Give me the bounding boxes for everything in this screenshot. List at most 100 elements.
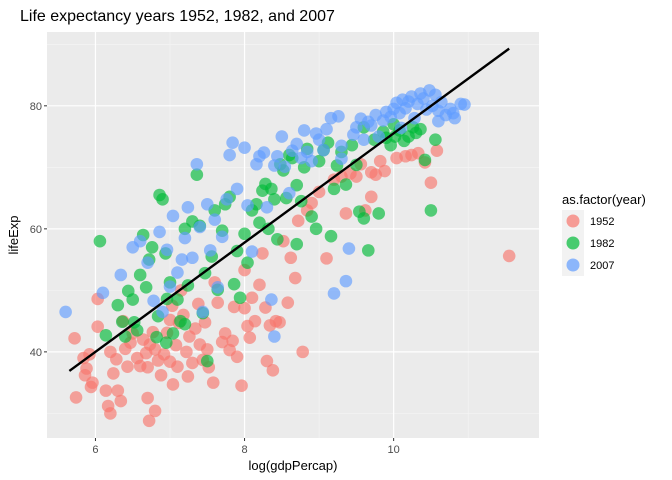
- point-1952: [253, 278, 266, 292]
- point-1952: [91, 320, 104, 333]
- point-2007: [147, 294, 160, 308]
- point-2007: [230, 182, 244, 196]
- legend-item-1982: 1982: [562, 232, 614, 254]
- x-axis-title: log(gdpPercap): [249, 458, 338, 473]
- legend-item-1952: 1952: [562, 210, 614, 232]
- point-1952: [273, 316, 286, 329]
- point-2007: [175, 253, 189, 266]
- point-1952: [305, 196, 318, 210]
- point-2007: [312, 133, 326, 146]
- point-1982: [290, 237, 304, 251]
- point-2007: [317, 143, 330, 157]
- point-2007: [200, 197, 214, 211]
- point-1982: [327, 182, 341, 196]
- point-1952: [211, 296, 225, 309]
- point-2007: [268, 159, 281, 172]
- point-1982: [290, 178, 304, 192]
- point-2007: [163, 280, 177, 293]
- point-1952: [141, 391, 154, 405]
- point-1982: [305, 210, 318, 223]
- point-2007: [226, 136, 239, 150]
- point-1982: [166, 327, 180, 340]
- point-1982: [424, 204, 438, 217]
- point-1952: [378, 164, 391, 178]
- point-1952: [99, 384, 113, 397]
- point-2007: [190, 157, 204, 171]
- point-2007: [193, 220, 207, 234]
- point-1952: [142, 414, 156, 428]
- y-tick-label: 40: [30, 347, 42, 359]
- point-2007: [160, 243, 174, 257]
- point-2007: [203, 244, 217, 257]
- point-2007: [282, 186, 296, 200]
- point-1982: [345, 138, 359, 152]
- point-2007: [260, 201, 274, 214]
- point-1952: [227, 300, 241, 314]
- point-1952: [364, 190, 378, 204]
- point-1952: [296, 345, 309, 359]
- point-1982: [265, 182, 278, 196]
- point-1952: [148, 404, 162, 418]
- point-2007: [458, 98, 471, 111]
- legend-title: as.factor(year): [562, 192, 646, 207]
- point-2007: [156, 305, 169, 319]
- trend-line: [68, 47, 510, 372]
- point-2007: [335, 152, 348, 166]
- point-2007: [364, 119, 378, 132]
- legend: as.factor(year) 1952 1982 2007: [562, 192, 646, 276]
- legend-key-1982: [566, 236, 580, 250]
- point-1952: [68, 332, 81, 345]
- point-1952: [104, 407, 117, 420]
- point-1952: [284, 251, 298, 265]
- point-1952: [181, 370, 195, 383]
- point-2007: [153, 225, 166, 239]
- point-2007: [357, 133, 371, 146]
- point-2007: [211, 280, 225, 294]
- point-1982: [271, 233, 284, 246]
- point-1952: [288, 271, 302, 285]
- point-2007: [208, 213, 222, 226]
- x-tick-label: 10: [388, 444, 400, 456]
- point-1952: [166, 378, 180, 391]
- point-2007: [133, 234, 147, 248]
- point-1982: [156, 193, 169, 206]
- point-1982: [115, 315, 129, 329]
- point-1982: [357, 212, 371, 225]
- point-1952: [141, 360, 154, 374]
- point-2007: [265, 293, 278, 306]
- point-2007: [446, 106, 460, 120]
- point-2007: [268, 330, 281, 343]
- point-1952: [86, 376, 99, 389]
- point-2007: [290, 137, 304, 151]
- point-1982: [253, 216, 266, 229]
- series-1952: [68, 144, 516, 428]
- point-1982: [150, 330, 163, 344]
- point-1952: [186, 356, 199, 370]
- point-2007: [166, 209, 180, 223]
- point-1982: [130, 324, 144, 337]
- point-1952: [502, 249, 516, 263]
- point-1982: [93, 234, 107, 248]
- point-2007: [327, 287, 341, 300]
- point-1982: [268, 193, 281, 206]
- legend-key-1952: [566, 214, 580, 228]
- point-2007: [275, 130, 289, 143]
- point-2007: [220, 193, 233, 206]
- point-1952: [350, 170, 363, 183]
- point-2007: [196, 305, 210, 319]
- point-1952: [238, 301, 251, 315]
- point-2007: [238, 141, 251, 154]
- point-1982: [126, 293, 140, 306]
- point-1952: [107, 367, 120, 380]
- point-1952: [430, 144, 444, 158]
- point-2007: [335, 139, 348, 153]
- point-2007: [332, 109, 345, 123]
- series-2007: [59, 84, 471, 343]
- point-1952: [281, 296, 295, 309]
- legend-key-2007: [566, 258, 580, 272]
- y-axis-title: lifeExp: [6, 215, 21, 254]
- point-1982: [324, 229, 338, 243]
- point-1982: [233, 291, 247, 305]
- point-1982: [241, 256, 254, 269]
